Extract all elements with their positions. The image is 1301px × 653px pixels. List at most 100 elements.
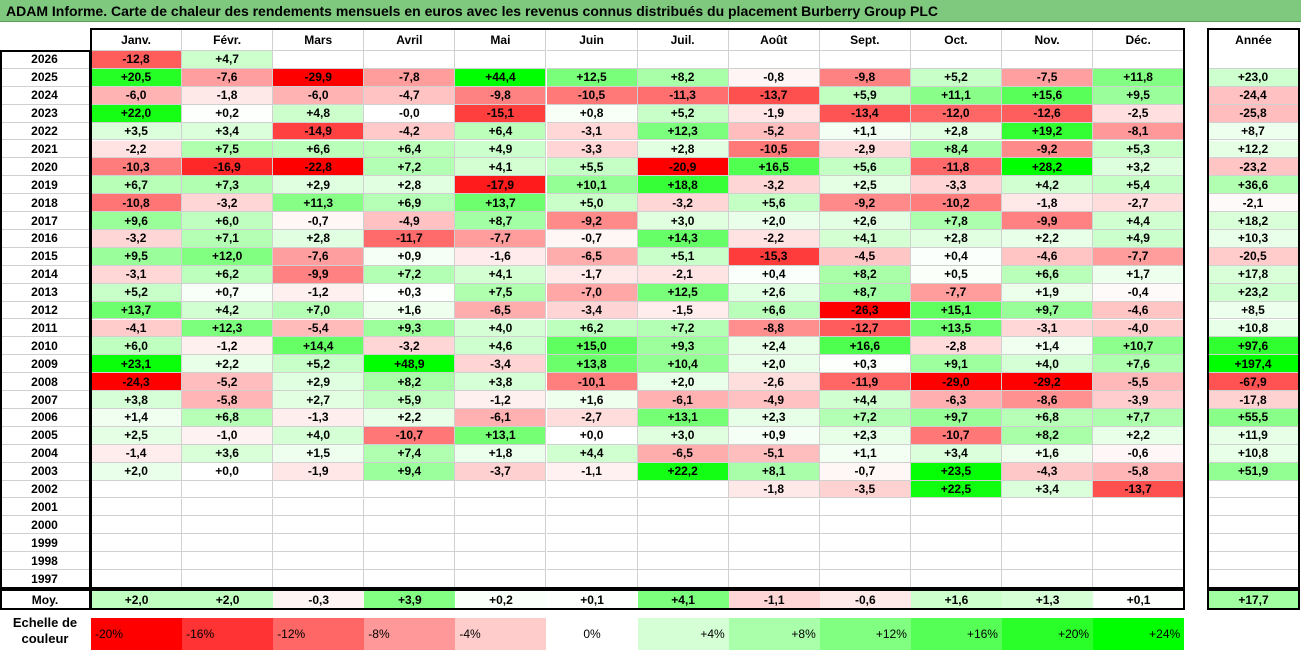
heatmap-cell: -6,1 <box>637 391 729 409</box>
heatmap-cell: -6,5 <box>546 247 638 266</box>
heatmap-cell: -0,7 <box>546 230 638 248</box>
annual-cell: -17,8 <box>1208 391 1299 409</box>
heatmap-cell: +10,7 <box>1093 337 1185 356</box>
heatmap-cell <box>819 51 911 69</box>
heatmap-cell: +0,3 <box>364 283 456 302</box>
color-scale-swatch: +8% <box>728 618 820 650</box>
annual-cell: +55,5 <box>1208 409 1299 427</box>
heatmap-cell: -7,6 <box>182 68 274 87</box>
heatmap-cell: +3,4 <box>1002 480 1094 499</box>
heatmap-cell: -3,5 <box>819 480 911 499</box>
heatmap-cell: -2,5 <box>1093 104 1185 123</box>
year-label: 1997 <box>0 570 90 588</box>
year-label: 2013 <box>0 283 90 302</box>
heatmap-cell: +0,2 <box>182 104 274 123</box>
heatmap-cell: -5,8 <box>1093 462 1185 481</box>
heatmap-cell: +1,8 <box>455 444 547 463</box>
color-scale-label-line2: couleur <box>21 631 69 646</box>
year-label: 2021 <box>0 140 90 159</box>
heatmap-cell: +5,2 <box>273 355 365 374</box>
heatmap-cell: +4,4 <box>819 391 911 409</box>
heatmap-cell: +4,9 <box>455 140 547 159</box>
heatmap-cell: -4,5 <box>819 247 911 266</box>
heatmap-cell <box>273 498 365 517</box>
heatmap-cell: +2,8 <box>637 140 729 159</box>
annual-cell: +11,9 <box>1208 426 1299 445</box>
heatmap-cell: -7,6 <box>273 247 365 266</box>
heatmap-cell: +2,5 <box>91 426 183 445</box>
heatmap-cell <box>910 516 1002 535</box>
heatmap-cell <box>91 570 183 588</box>
heatmap-cell: -1,9 <box>728 104 820 123</box>
year-label: 2011 <box>0 319 90 338</box>
heatmap-cell: +4,0 <box>273 426 365 445</box>
heatmap-cell: +5,2 <box>910 68 1002 87</box>
month-header: Août <box>728 29 820 51</box>
heatmap-cell <box>1002 516 1094 535</box>
heatmap-cell: +2,6 <box>728 283 820 302</box>
color-scale-swatch: +16% <box>910 618 1002 650</box>
heatmap-cell: +1,5 <box>273 444 365 463</box>
heatmap-cell: +3,5 <box>91 122 183 141</box>
heatmap-cell: +22,5 <box>910 480 1002 499</box>
heatmap-cell: -1,4 <box>91 444 183 463</box>
heatmap-cell: +8,4 <box>910 140 1002 159</box>
heatmap-cell: -9,2 <box>546 212 638 230</box>
color-scale-swatch: +4% <box>637 618 729 650</box>
heatmap-cell <box>364 570 456 588</box>
heatmap-cell: +10,4 <box>637 355 729 374</box>
heatmap-cell: +4,4 <box>546 444 638 463</box>
heatmap-cell <box>546 570 638 588</box>
heatmap-cell: +1,6 <box>364 301 456 320</box>
heatmap-cell: -7,7 <box>455 230 547 248</box>
heatmap-cell: +6,4 <box>455 122 547 141</box>
heatmap-cell <box>546 51 638 69</box>
year-label: 2016 <box>0 230 90 248</box>
heatmap-cell: -3,2 <box>728 176 820 195</box>
heatmap-cell: -5,1 <box>728 444 820 463</box>
heatmap-cell: +2,0 <box>637 373 729 392</box>
heatmap-cell: +2,5 <box>819 176 911 195</box>
heatmap-cell: -9,9 <box>273 265 365 284</box>
heatmap-cell: +1,6 <box>1002 444 1094 463</box>
heatmap-cell: -10,2 <box>910 194 1002 213</box>
heatmap-cell: -12,8 <box>91 51 183 69</box>
month-header: Févr. <box>182 29 274 51</box>
heatmap-cell: +9,5 <box>1093 86 1185 105</box>
heatmap-cell <box>728 552 820 571</box>
heatmap-cell: -11,8 <box>910 158 1002 177</box>
heatmap-cell: +7,2 <box>364 265 456 284</box>
heatmap-cell: -1,8 <box>182 86 274 105</box>
heatmap-cell: -4,6 <box>1093 301 1185 320</box>
heatmap-cell <box>1093 534 1185 553</box>
heatmap-cell <box>546 552 638 571</box>
heatmap-cell: -13,4 <box>819 104 911 123</box>
heatmap-cell: +8,2 <box>1002 426 1094 445</box>
heatmap-cell: +2,0 <box>728 212 820 230</box>
heatmap-cell <box>1093 570 1185 588</box>
heatmap-cell: +44,4 <box>455 68 547 87</box>
heatmap-cell: -0,8 <box>728 68 820 87</box>
heatmap-cell: +7,3 <box>182 176 274 195</box>
heatmap-cell: +0,0 <box>182 462 274 481</box>
heatmap-cell: -7,7 <box>1093 247 1185 266</box>
heatmap-cell: +3,2 <box>1093 158 1185 177</box>
heatmap-cell: +4,0 <box>1002 355 1094 374</box>
heatmap-cell: +12,5 <box>546 68 638 87</box>
heatmap-cell: +2,3 <box>819 426 911 445</box>
heatmap-cell <box>182 480 274 499</box>
heatmap-cell <box>455 570 547 588</box>
heatmap-cell: +2,0 <box>91 462 183 481</box>
report-title: ADAM Informe. Carte de chaleur des rende… <box>0 0 1301 22</box>
heatmap-cell: +12,3 <box>637 122 729 141</box>
year-label: 2007 <box>0 391 90 409</box>
heatmap-cell: -6,1 <box>455 409 547 427</box>
year-label: 2022 <box>0 122 90 141</box>
heatmap-cell: -7,5 <box>1002 68 1094 87</box>
heatmap-cell: +16,5 <box>728 158 820 177</box>
heatmap-cell: +5,3 <box>1093 140 1185 159</box>
heatmap-cell: -0,7 <box>273 212 365 230</box>
heatmap-cell: -2,7 <box>1093 194 1185 213</box>
heatmap-cell: +4,2 <box>182 301 274 320</box>
heatmap-cell <box>819 534 911 553</box>
